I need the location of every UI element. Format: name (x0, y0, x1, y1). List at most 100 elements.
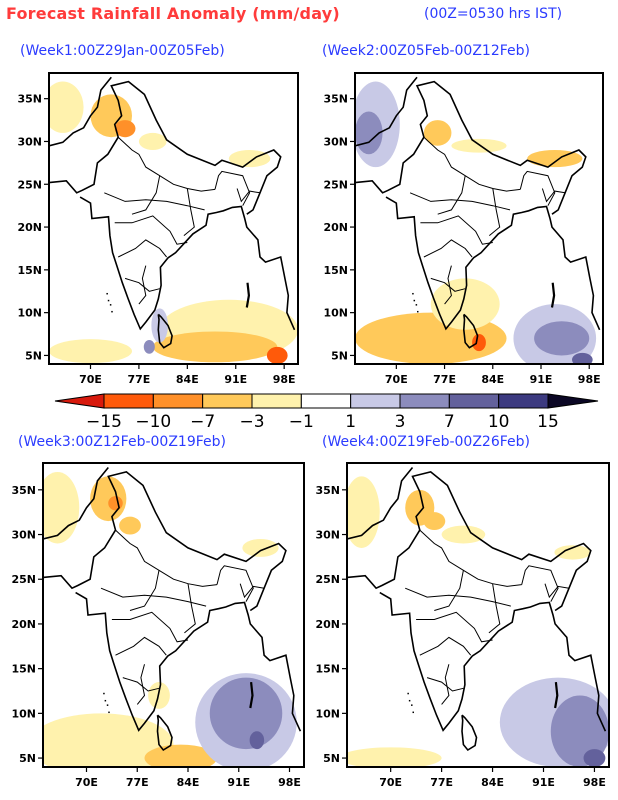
anomaly-region (550, 695, 609, 767)
colorbar-swatch (202, 393, 253, 409)
state-boundary (117, 239, 167, 258)
coastline (75, 591, 302, 732)
lakshadweep-island (106, 292, 108, 295)
colorbar-swatch (350, 393, 401, 409)
anomaly-region (266, 346, 288, 364)
anomaly-region (119, 516, 141, 535)
state-boundary (488, 583, 501, 634)
lat-tick-label: 10N (17, 307, 42, 320)
colorbar: −15 −10 −7 −3 −1 1 3 7 10 15 (54, 393, 599, 432)
sri-lanka-coast (462, 313, 479, 349)
map-frame (354, 72, 604, 365)
state-boundary (437, 175, 466, 215)
lakshadweep-island (412, 711, 414, 714)
figure-title: Forecast Rainfall Anomaly (mm/day) (6, 4, 340, 23)
colorbar-max-arrow (547, 393, 599, 409)
lat-tick-label: 25N (323, 178, 348, 191)
anomaly-region (472, 334, 486, 352)
lat-tick-label: 5N (25, 349, 42, 362)
lakshadweep-island (106, 704, 109, 706)
lat-tick-label: 25N (315, 573, 340, 586)
lakshadweep-island (408, 699, 411, 702)
lat-tick-label: 20N (17, 221, 42, 234)
state-boundary (111, 611, 189, 643)
anomaly-region (572, 352, 593, 364)
lon-tick-label: 77E (128, 373, 151, 386)
anomaly-region (441, 525, 486, 544)
lakshadweep-island (111, 310, 113, 313)
map-frame (42, 462, 305, 768)
lon-tick-label: 98E (278, 776, 301, 789)
lon-tick-label: 70E (379, 776, 402, 789)
coastline (79, 196, 296, 331)
week4-label: (Week4:00Z19Feb-00Z26Feb) (322, 434, 530, 450)
state-boundary (423, 239, 473, 258)
lakshadweep-island (407, 692, 409, 695)
lat-tick-label: 25N (11, 573, 36, 586)
anomaly-region (138, 132, 167, 151)
state-boundary (541, 188, 566, 203)
lat-tick-label: 20N (11, 618, 36, 631)
anomaly-field (355, 73, 603, 364)
anomaly-region (554, 545, 591, 560)
anomaly-region (151, 308, 168, 343)
lon-tick-label: 77E (433, 373, 456, 386)
lakshadweep-island (413, 299, 416, 302)
boundaries (43, 466, 302, 752)
colorbar-label: −1 (289, 412, 314, 432)
boundaries (49, 76, 296, 349)
lon-tick-label: 98E (583, 776, 606, 789)
anomaly-field (43, 463, 304, 767)
anomaly-region (249, 731, 265, 750)
anomaly-region (209, 677, 283, 750)
lat-tick-label: 5N (19, 752, 36, 765)
lon-tick-label: 91E (227, 776, 250, 789)
lon-tick-label: 70E (385, 373, 408, 386)
lat-tick-label: 35N (17, 93, 42, 106)
lat-tick-label: 5N (323, 752, 340, 765)
map-panel-week2: 70E 77E 84E 91E 98E 35N 30N 25N 20N 15N 10N 5N (323, 72, 604, 386)
colorbar-label: −15 (86, 412, 122, 432)
lat-tick-label: 15N (315, 663, 340, 676)
state-boundary (183, 188, 195, 236)
boundaries (355, 76, 601, 349)
lon-tick-label: 77E (430, 776, 453, 789)
lakshadweep-island (109, 304, 112, 306)
week1-label: (Week1:00Z29Jan-00Z05Feb) (20, 43, 225, 59)
state-boundary (444, 265, 452, 305)
colorbar-label: 7 (444, 412, 455, 432)
lakshadweep-island (415, 304, 418, 306)
lon-tick-label: 91E (530, 373, 553, 386)
state-boundary (419, 636, 472, 656)
lat-tick-label: 10N (315, 707, 340, 720)
state-boundary (214, 170, 251, 206)
colorbar-label: 1 (345, 412, 356, 432)
state-boundary (416, 611, 493, 643)
anomaly-region (152, 331, 278, 363)
sri-lanka-coast (156, 714, 173, 752)
andaman-islands (245, 282, 251, 308)
state-boundary (184, 583, 196, 634)
state-boundary (236, 188, 261, 203)
state-boundary (521, 565, 559, 602)
state-boundary (138, 265, 147, 305)
week3-label: (Week3:00Z12Feb-00Z19Feb) (18, 434, 226, 450)
lat-tick-label: 35N (11, 484, 36, 497)
lat-tick-label: 5N (331, 349, 348, 362)
colorbar-label: −10 (135, 412, 171, 432)
national-border (355, 76, 418, 147)
lat-tick-label: 20N (323, 221, 348, 234)
lat-tick-label: 25N (17, 178, 42, 191)
lon-tick-label: 84E (177, 776, 200, 789)
lat-tick-label: 35N (323, 93, 348, 106)
national-border (43, 471, 287, 612)
anomaly-region (583, 749, 606, 767)
coastline (379, 591, 607, 732)
lon-tick-label: 84E (176, 373, 199, 386)
colorbar-swatch (399, 393, 450, 409)
colorbar-label: 15 (537, 412, 559, 432)
lat-tick-label: 35N (315, 484, 340, 497)
week2-label: (Week2:00Z05Feb-00Z12Feb) (322, 43, 530, 59)
state-boundary (488, 188, 501, 236)
boundaries (347, 466, 607, 752)
